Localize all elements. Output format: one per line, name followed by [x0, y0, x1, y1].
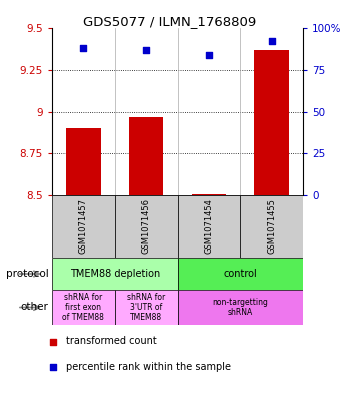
- Text: percentile rank within the sample: percentile rank within the sample: [66, 362, 232, 371]
- Text: GDS5077 / ILMN_1768809: GDS5077 / ILMN_1768809: [83, 15, 257, 28]
- Point: [143, 46, 149, 53]
- Text: shRNA for
3'UTR of
TMEM88: shRNA for 3'UTR of TMEM88: [127, 293, 165, 322]
- Point: [269, 38, 274, 44]
- Point: [50, 338, 55, 345]
- Bar: [115, 290, 177, 325]
- Bar: [52, 195, 115, 258]
- Text: protocol: protocol: [6, 269, 49, 279]
- Point: [50, 364, 55, 370]
- Point: [81, 45, 86, 51]
- Bar: [177, 195, 240, 258]
- Text: shRNA for
first exon
of TMEM88: shRNA for first exon of TMEM88: [63, 293, 104, 322]
- Bar: [177, 290, 303, 325]
- Bar: [52, 258, 177, 290]
- Text: other: other: [21, 303, 49, 312]
- Bar: [192, 194, 226, 195]
- Point: [206, 51, 211, 58]
- Bar: [177, 258, 303, 290]
- Bar: [52, 290, 115, 325]
- Bar: [66, 128, 101, 195]
- Bar: [254, 50, 289, 195]
- Text: TMEM88 depletion: TMEM88 depletion: [70, 269, 160, 279]
- Text: GSM1071454: GSM1071454: [204, 198, 214, 254]
- Bar: [240, 195, 303, 258]
- Text: GSM1071455: GSM1071455: [267, 198, 276, 254]
- Text: non-targetting
shRNA: non-targetting shRNA: [212, 298, 268, 317]
- Text: GSM1071457: GSM1071457: [79, 198, 88, 255]
- Text: control: control: [223, 269, 257, 279]
- Bar: [129, 116, 164, 195]
- Text: transformed count: transformed count: [66, 336, 157, 347]
- Bar: [115, 195, 177, 258]
- Text: GSM1071456: GSM1071456: [142, 198, 151, 255]
